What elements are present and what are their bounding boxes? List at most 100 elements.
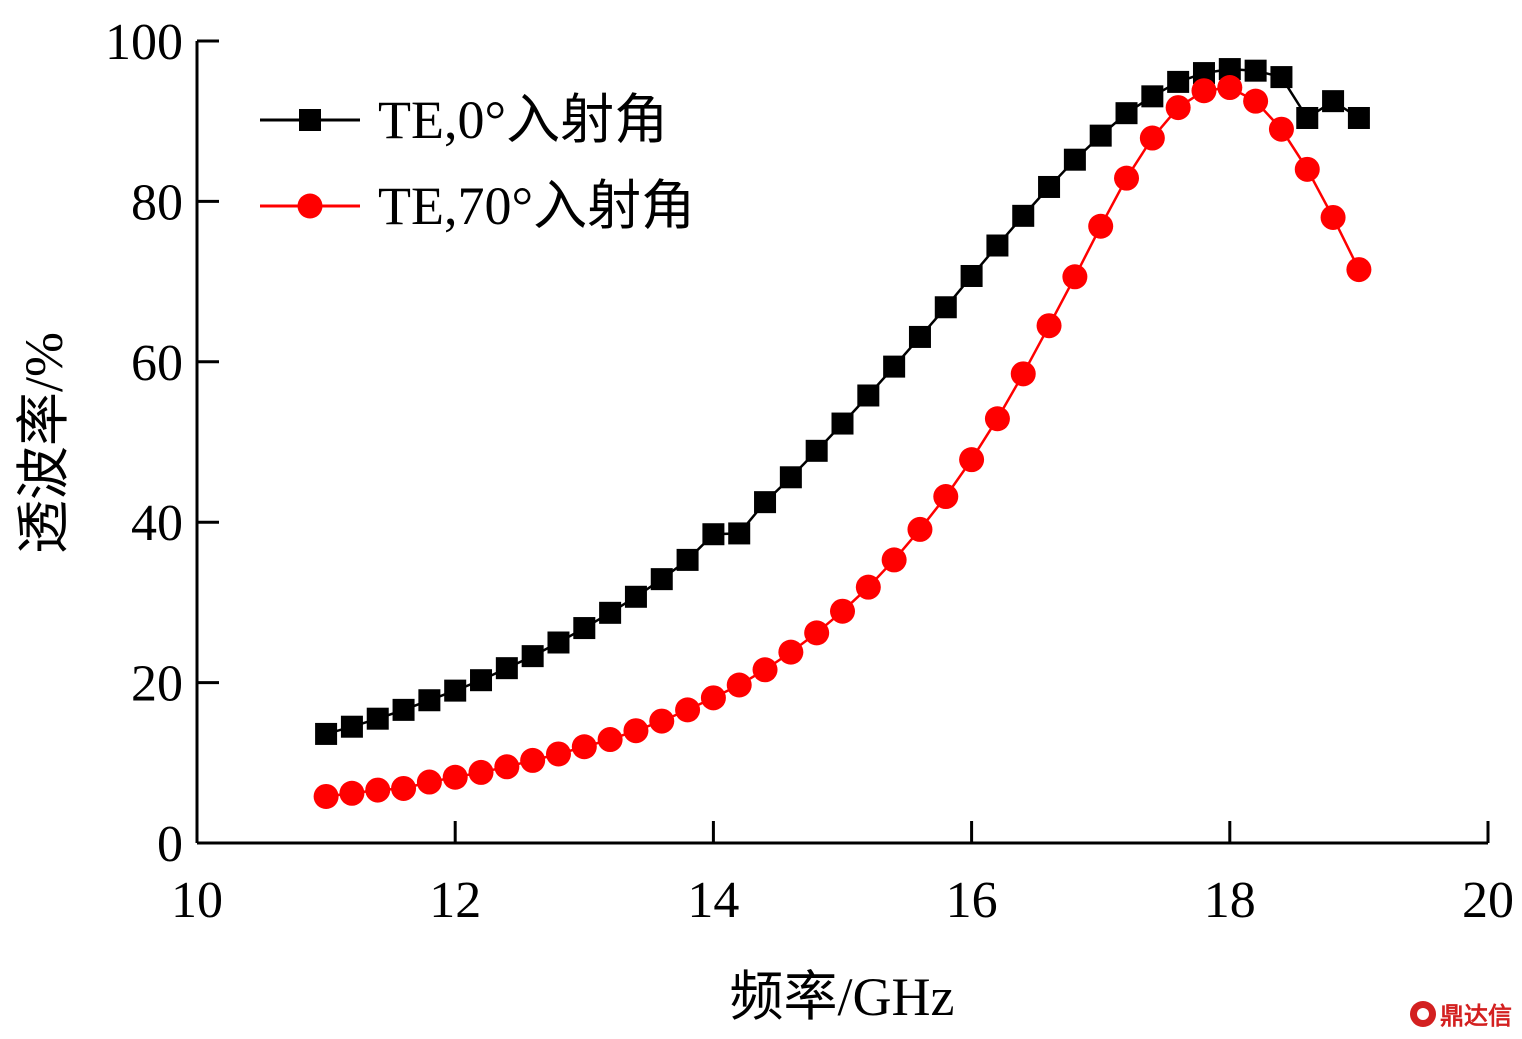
x-tick-label: 12: [429, 872, 481, 929]
data-point: [700, 685, 726, 711]
watermark: 鼎达信: [1410, 996, 1512, 1031]
data-point: [1217, 75, 1243, 101]
data-point: [778, 639, 804, 665]
y-tick-label: 60: [131, 335, 183, 392]
data-point: [418, 689, 441, 712]
data-point: [571, 734, 597, 760]
watermark-logo-icon: [1410, 1000, 1436, 1027]
data-point: [392, 698, 415, 721]
x-tick-label: 20: [1462, 872, 1514, 929]
data-point: [933, 484, 959, 510]
data-point: [339, 780, 365, 806]
legend: TE,0°入射角 TE,70°入射角: [260, 90, 695, 236]
data-point: [391, 775, 417, 801]
data-point: [1296, 106, 1319, 129]
data-point: [726, 672, 752, 698]
data-point: [444, 679, 467, 702]
x-axis-title: 频率/GHz: [730, 967, 955, 1027]
data-point: [1218, 58, 1241, 81]
data-point: [1139, 125, 1165, 151]
x-axis-ticks: 10 12 14 16 18 20: [171, 821, 1514, 929]
y-tick-label: 100: [105, 14, 183, 71]
data-point: [340, 715, 363, 738]
data-point: [520, 747, 546, 773]
watermark-text: 鼎达信: [1440, 1002, 1512, 1030]
series-layer: [313, 58, 1372, 809]
data-point: [597, 727, 623, 753]
data-point: [728, 522, 751, 545]
data-point: [1192, 62, 1215, 85]
data-point: [675, 697, 701, 723]
x-tick-label: 14: [687, 872, 739, 929]
data-point: [468, 759, 494, 785]
x-tick-label: 18: [1204, 872, 1256, 929]
y-tick-label: 40: [131, 495, 183, 552]
data-point: [1141, 85, 1164, 108]
legend-entry: TE,70°入射角: [260, 176, 695, 236]
data-point: [1114, 165, 1140, 191]
data-point: [1244, 59, 1267, 82]
x-tick-label: 16: [946, 872, 998, 929]
legend-swatch-marker: [299, 109, 321, 131]
x-tick-label: 10: [171, 872, 223, 929]
data-point: [805, 439, 828, 462]
data-point: [752, 657, 778, 683]
data-point: [1012, 204, 1035, 227]
data-point: [1115, 102, 1138, 125]
data-point: [907, 516, 933, 542]
data-point: [547, 631, 570, 654]
data-point: [521, 645, 544, 668]
data-point: [959, 447, 985, 473]
data-point: [365, 777, 391, 803]
data-point: [315, 722, 338, 745]
legend-swatch-marker: [297, 193, 323, 219]
data-point: [908, 325, 931, 348]
data-point: [804, 620, 830, 646]
data-point: [442, 764, 468, 790]
data-point: [495, 657, 518, 680]
data-point: [984, 406, 1010, 432]
data-point: [545, 741, 571, 767]
y-tick-label: 80: [131, 174, 183, 231]
data-point: [1063, 148, 1086, 171]
legend-label: TE,70°入射角: [378, 176, 695, 236]
data-point: [366, 707, 389, 730]
data-point: [1062, 264, 1088, 290]
data-point: [1010, 361, 1036, 387]
data-point: [830, 598, 855, 624]
data-point: [934, 296, 957, 319]
y-tick-label: 0: [157, 816, 183, 873]
data-point: [1270, 66, 1293, 89]
data-point: [986, 234, 1009, 257]
data-point: [624, 585, 647, 608]
data-point: [313, 783, 339, 809]
data-point: [676, 548, 699, 571]
data-point: [470, 669, 493, 692]
data-point: [1268, 116, 1294, 142]
data-point: [573, 617, 596, 640]
data-point: [1322, 90, 1345, 113]
y-tick-label: 20: [131, 656, 183, 713]
data-point: [1347, 106, 1370, 129]
data-point: [1038, 175, 1061, 198]
data-point: [1191, 78, 1217, 104]
data-point: [1320, 204, 1346, 230]
data-point: [883, 355, 906, 378]
legend-label: TE,0°入射角: [378, 90, 668, 150]
y-axis-title: 透波率/%: [14, 332, 74, 554]
data-point: [649, 708, 675, 734]
series-2: [313, 75, 1372, 809]
data-point: [855, 574, 881, 600]
data-point: [494, 754, 520, 780]
data-point: [1243, 88, 1269, 114]
data-point: [1294, 156, 1320, 182]
data-point: [599, 601, 622, 624]
data-point: [857, 384, 880, 407]
data-point: [650, 568, 673, 591]
series-line: [325, 67, 1360, 736]
data-point: [702, 523, 725, 546]
data-point: [831, 412, 854, 435]
data-point: [1089, 124, 1112, 147]
data-point: [881, 547, 907, 573]
